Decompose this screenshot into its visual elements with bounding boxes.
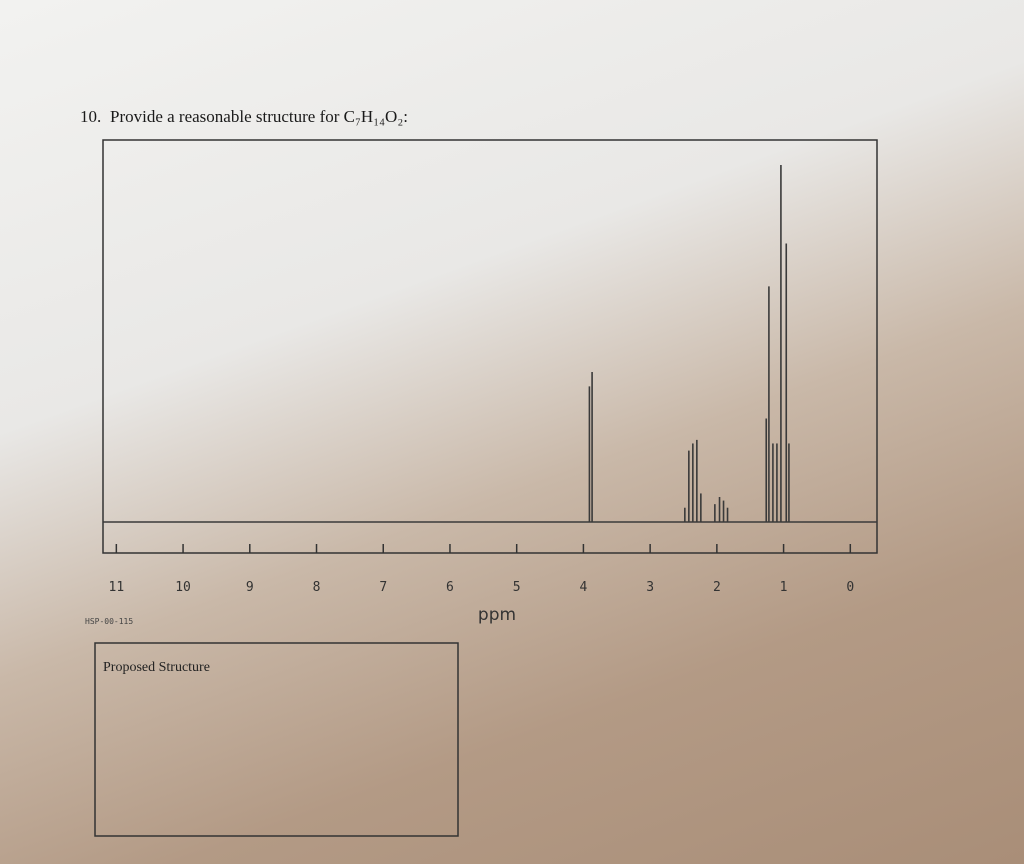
x-tick-label: 5: [513, 580, 521, 595]
question-number: 10.: [80, 107, 101, 126]
structure-box: [94, 642, 459, 837]
spectrum-frame: [102, 139, 878, 554]
x-tick-label: 1: [780, 580, 788, 595]
x-tick-label: 4: [579, 580, 587, 595]
x-tick-label: 9: [246, 580, 254, 595]
x-tick-label: 3: [646, 580, 654, 595]
question-text: Provide a reasonable structure for C₇H₁₄…: [110, 107, 408, 126]
x-tick-label: 0: [846, 580, 854, 595]
x-tick-label: 11: [109, 580, 125, 595]
x-axis-label: ppm: [478, 605, 516, 625]
x-tick-label: 7: [379, 580, 387, 595]
x-tick-label: 6: [446, 580, 454, 595]
structure-box-label: Proposed Structure: [103, 660, 210, 675]
x-tick-label: 10: [175, 580, 191, 595]
x-tick-label: 8: [313, 580, 321, 595]
spectrum-code: HSP-00-115: [85, 617, 133, 626]
x-tick-label: 2: [713, 580, 721, 595]
